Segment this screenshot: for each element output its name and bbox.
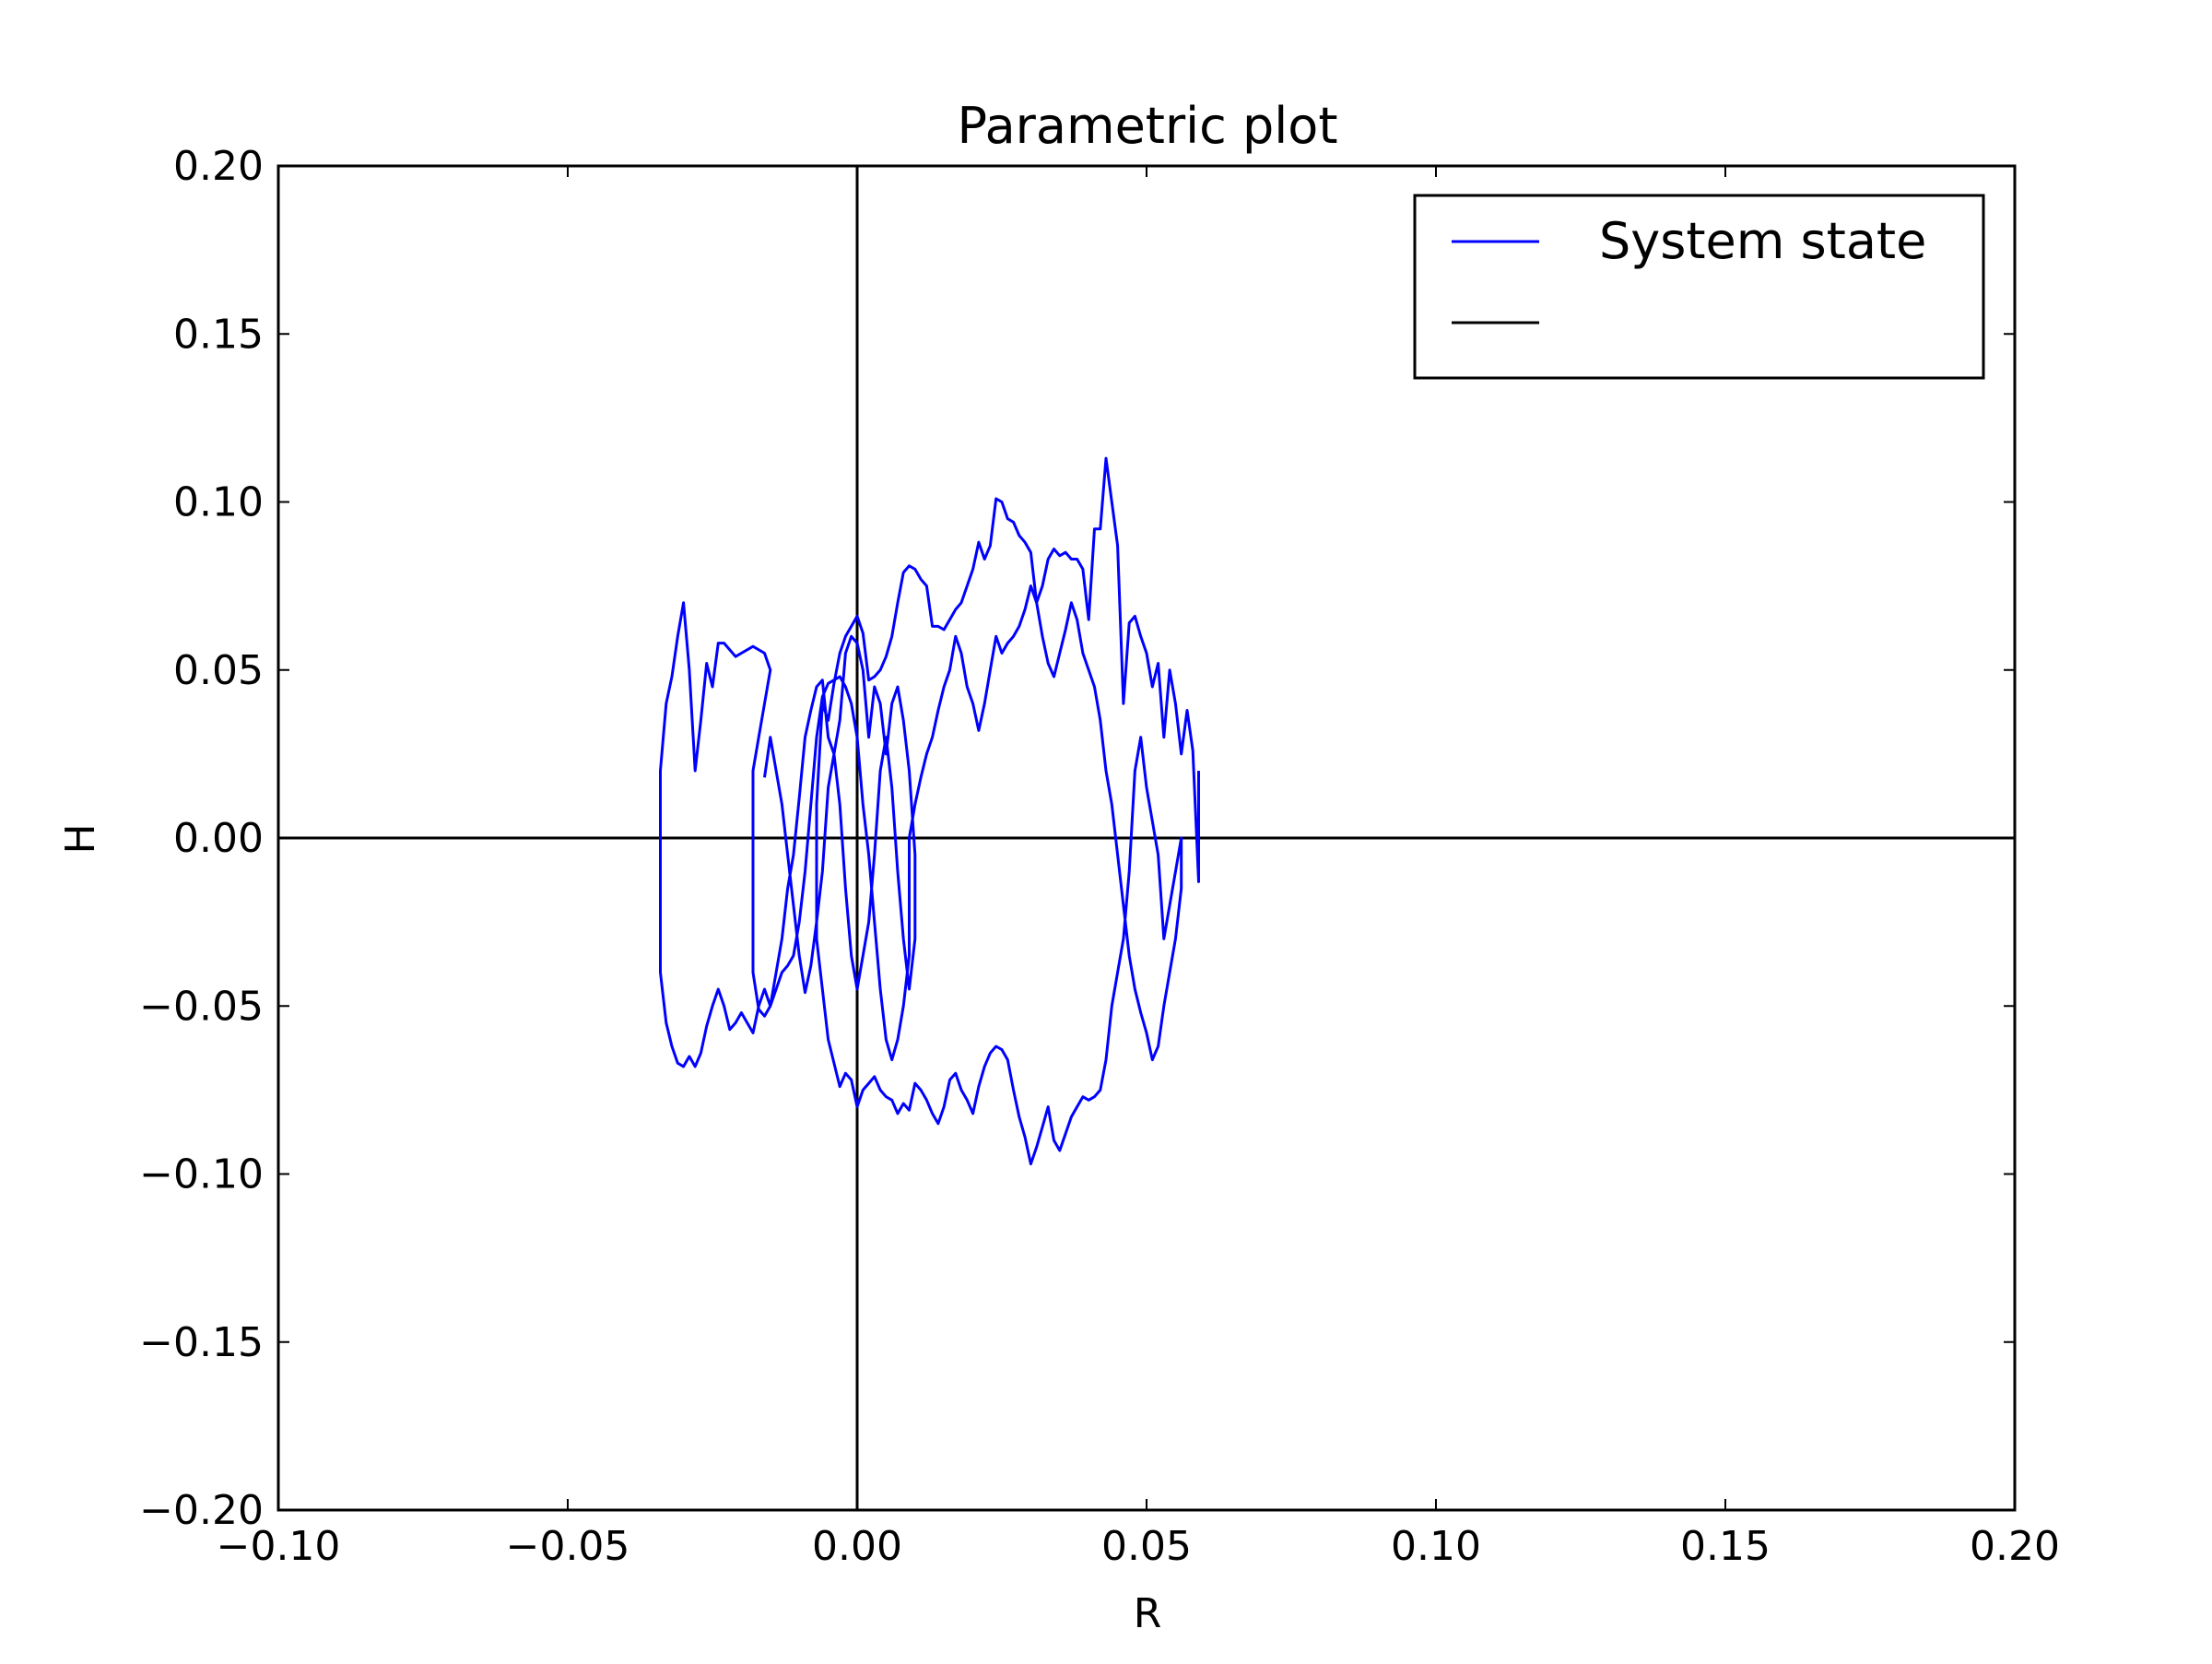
legend-box	[1413, 194, 1985, 380]
y-tick-label: 0.05	[173, 647, 264, 694]
legend: System state	[1413, 194, 1985, 380]
ticks-layer: −0.10 −0.05 0.00 0.05 0.10 0.15 0.20 −0.20 −0.15…	[139, 143, 2060, 1570]
legend-label: System state	[1599, 212, 1926, 270]
x-tick-label: 0.20	[1970, 1523, 2060, 1570]
y-tick-label: −0.15	[139, 1319, 264, 1366]
y-tick-label: −0.05	[139, 983, 264, 1030]
y-tick-label: 0.20	[173, 143, 264, 190]
y-tick-label: 0.10	[173, 479, 264, 526]
chart-title: Parametric plot	[957, 97, 1337, 155]
x-tick-label: 0.05	[1101, 1523, 1192, 1570]
series-line-system-state	[659, 456, 1200, 1166]
y-tick-label: −0.10	[139, 1151, 264, 1198]
x-tick-label: 0.15	[1680, 1523, 1771, 1570]
x-axis-label: R	[1134, 1590, 1162, 1637]
y-axis-label: H	[57, 823, 104, 854]
x-tick-label: 0.10	[1391, 1523, 1481, 1570]
y-tick-label: −0.20	[139, 1487, 264, 1534]
x-tick-label: 0.00	[812, 1523, 902, 1570]
x-tick-label: −0.05	[506, 1523, 630, 1570]
series-layer	[278, 166, 2015, 1510]
plot-frame	[276, 164, 2017, 1512]
y-tick-label: 0.15	[173, 311, 264, 358]
x-tick-label: −0.10	[217, 1523, 341, 1570]
y-tick-label: 0.00	[173, 815, 264, 862]
